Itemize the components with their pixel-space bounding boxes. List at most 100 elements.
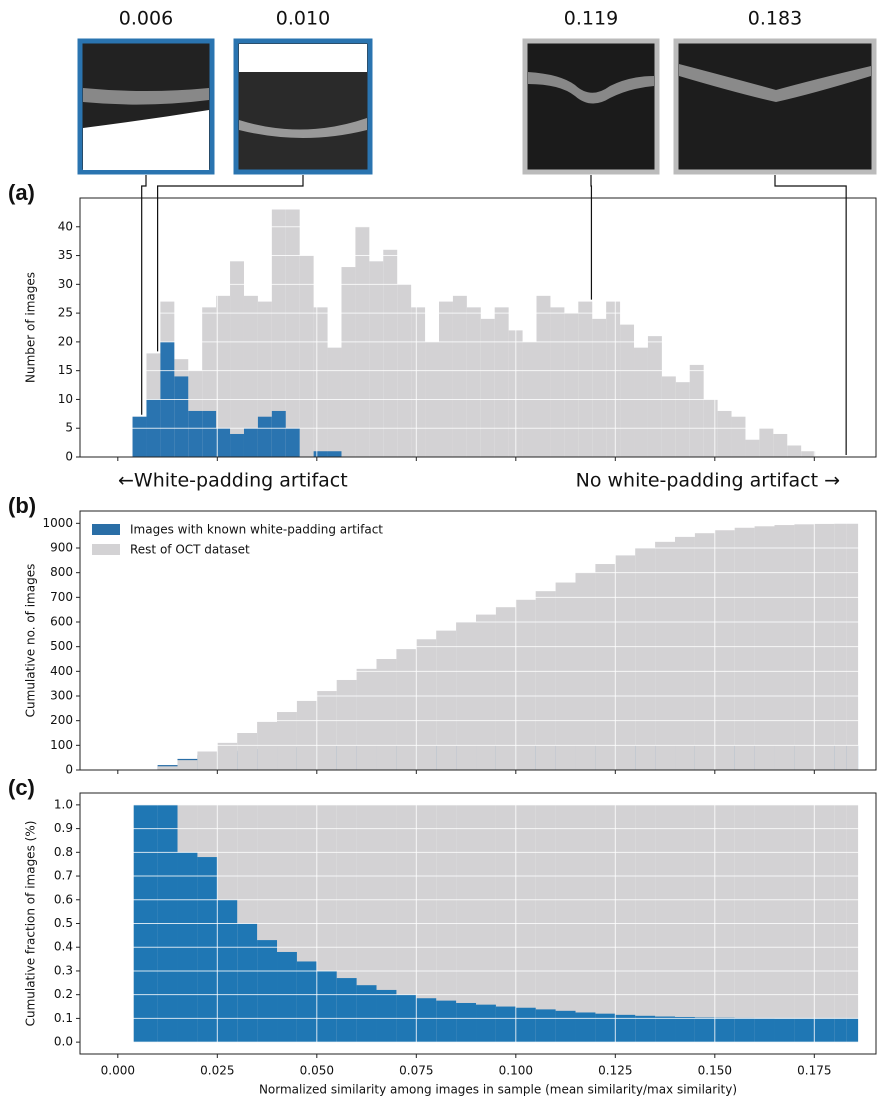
bar xyxy=(635,1015,656,1043)
histogram-bar xyxy=(606,301,621,457)
thumbnail-label: 0.183 xyxy=(748,8,802,30)
bar xyxy=(555,1010,576,1043)
thumbnail-image xyxy=(233,38,373,175)
legend-swatch xyxy=(92,524,120,535)
y-tick-label: 100 xyxy=(50,738,73,752)
histogram-bar xyxy=(801,451,816,457)
y-tick-label: 0.2 xyxy=(54,987,73,1001)
y-tick-label: 35 xyxy=(58,248,73,262)
y-tick-label: 0 xyxy=(65,450,73,464)
histogram-bar xyxy=(536,295,551,457)
y-tick-label: 400 xyxy=(50,664,73,678)
histogram-bar xyxy=(411,307,426,457)
bar xyxy=(846,1018,859,1043)
histogram-bar xyxy=(188,410,203,457)
histogram-bar xyxy=(438,301,453,457)
bar xyxy=(257,721,278,770)
y-tick-label: 0.6 xyxy=(54,892,73,906)
x-tick-label: 0.150 xyxy=(698,1064,732,1078)
y-tick-label: 0.5 xyxy=(54,916,73,930)
bar xyxy=(595,564,616,770)
bar xyxy=(476,1004,496,1043)
annotation: ←White-padding artifact xyxy=(118,470,348,492)
y-tick-label: 900 xyxy=(50,541,73,555)
panel-label: (c) xyxy=(8,775,35,800)
histogram-bar xyxy=(216,295,231,457)
histogram-bar xyxy=(313,451,328,457)
thumbnail-label: 0.119 xyxy=(564,8,618,30)
y-tick-label: 25 xyxy=(58,306,73,320)
histogram-bar xyxy=(773,433,788,457)
bar xyxy=(754,1018,775,1043)
histogram-bar xyxy=(132,416,147,457)
bar xyxy=(396,649,417,770)
bar xyxy=(515,599,536,770)
bar xyxy=(177,760,198,770)
thumbnail-image xyxy=(77,38,215,175)
y-tick-label: 800 xyxy=(50,565,73,579)
bar xyxy=(436,1000,457,1043)
bar xyxy=(376,659,397,770)
bar xyxy=(694,533,715,770)
bar xyxy=(456,1002,477,1043)
connector xyxy=(141,175,147,415)
histogram-bar xyxy=(647,336,662,457)
bar xyxy=(694,1017,715,1043)
histogram-bar xyxy=(230,433,244,457)
bar xyxy=(555,582,576,770)
y-tick-label: 600 xyxy=(50,615,73,629)
histogram-bar xyxy=(341,267,356,457)
bar xyxy=(675,1016,695,1043)
bar xyxy=(296,961,317,1043)
histogram-bar xyxy=(494,307,509,457)
histogram-bar xyxy=(369,261,384,457)
histogram-bar xyxy=(271,209,286,457)
histogram-bar xyxy=(466,307,481,457)
histogram-bar xyxy=(759,428,774,457)
bar xyxy=(237,923,258,1043)
y-tick-label: 0.7 xyxy=(54,869,73,883)
bar xyxy=(436,630,457,770)
bar xyxy=(655,1016,676,1043)
panel-label: (a) xyxy=(8,180,35,205)
plot-frame xyxy=(79,792,877,1055)
legend-label: Images with known white-padding artifact xyxy=(130,523,383,537)
bar xyxy=(615,555,636,770)
y-tick-label: 200 xyxy=(50,713,73,727)
histogram-bar xyxy=(578,301,593,457)
histogram-bar xyxy=(592,318,607,457)
histogram-bar xyxy=(675,382,690,457)
bar xyxy=(734,527,755,770)
histogram-bar xyxy=(257,416,272,457)
histogram-bar xyxy=(480,318,495,457)
thumbnail-image xyxy=(522,38,660,175)
x-tick-label: 0.000 xyxy=(101,1064,135,1078)
bar xyxy=(515,1007,536,1043)
y-tick-label: 0 xyxy=(65,763,73,777)
bar xyxy=(714,1017,735,1043)
x-tick-label: 0.100 xyxy=(499,1064,533,1078)
x-tick-label: 0.075 xyxy=(399,1064,433,1078)
histogram-bar xyxy=(202,410,217,457)
histogram-bar xyxy=(661,376,676,457)
thumbnail-image xyxy=(673,38,877,175)
y-tick-label: 1.0 xyxy=(54,797,73,811)
y-tick-label: 5 xyxy=(65,421,73,435)
histogram-bar xyxy=(174,376,189,457)
y-tick-label: 0.4 xyxy=(54,940,73,954)
bar xyxy=(635,548,656,770)
bar xyxy=(476,614,496,770)
y-tick-label: 0.0 xyxy=(54,1035,73,1049)
y-tick-label: 0.9 xyxy=(54,821,73,835)
bar xyxy=(356,668,377,770)
legend-swatch xyxy=(92,544,120,555)
histogram-bar xyxy=(299,255,314,457)
histogram-bar xyxy=(327,347,342,457)
bar xyxy=(197,857,218,1043)
y-tick-label: 10 xyxy=(58,392,73,406)
histogram-bar xyxy=(216,428,231,457)
y-tick-label: 1000 xyxy=(42,516,73,530)
bar xyxy=(535,591,556,770)
